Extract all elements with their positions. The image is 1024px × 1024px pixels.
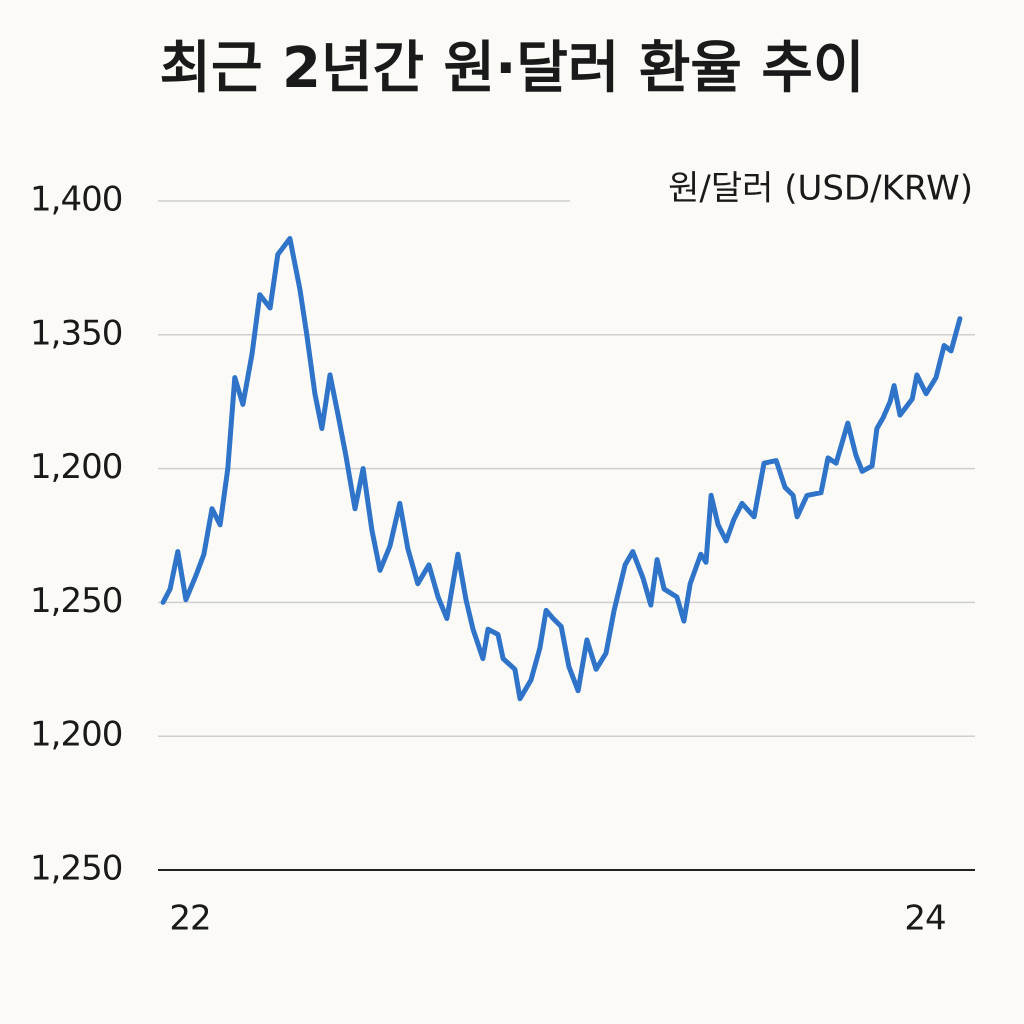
- x-tick-label: 22: [169, 899, 210, 939]
- y-tick-label: 1,200: [30, 715, 122, 755]
- x-tick-label: 24: [904, 899, 945, 939]
- y-axis-label: 원/달러 (USD/KRW): [668, 169, 973, 209]
- y-tick-label: 1,350: [30, 313, 122, 353]
- chart-title: 최근 2년간 원·달러 환율 추이: [160, 36, 865, 101]
- y-tick-label: 1,250: [30, 581, 122, 621]
- data-line: [160, 236, 963, 702]
- label-bg: [570, 165, 980, 215]
- y-tick-label: 1,250: [30, 849, 122, 889]
- y-tick-label: 1,400: [30, 180, 122, 220]
- y-tick-label: 1,200: [30, 447, 122, 487]
